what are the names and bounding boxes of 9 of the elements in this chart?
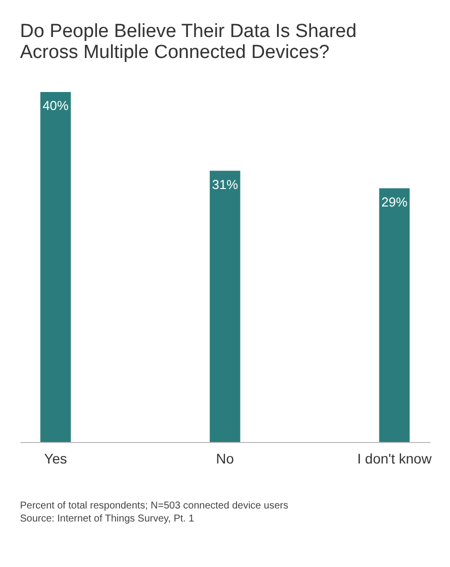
data-label: 40%	[42, 98, 70, 113]
x-tick-label: Yes	[44, 450, 67, 466]
data-label: 31%	[212, 176, 238, 192]
chart-title: Do People Believe Their Data Is Shared Across Multiple Connected Devices?	[20, 21, 357, 63]
x-tick-label: No	[216, 450, 234, 466]
x-tick-label: I don't know	[357, 450, 432, 466]
source-note: Source: Internet of Things Survey, Pt. 1	[20, 514, 195, 524]
text: Percent of total respondents; N=503 connected device users	[20, 500, 288, 512]
data-label: 29%	[381, 194, 408, 210]
